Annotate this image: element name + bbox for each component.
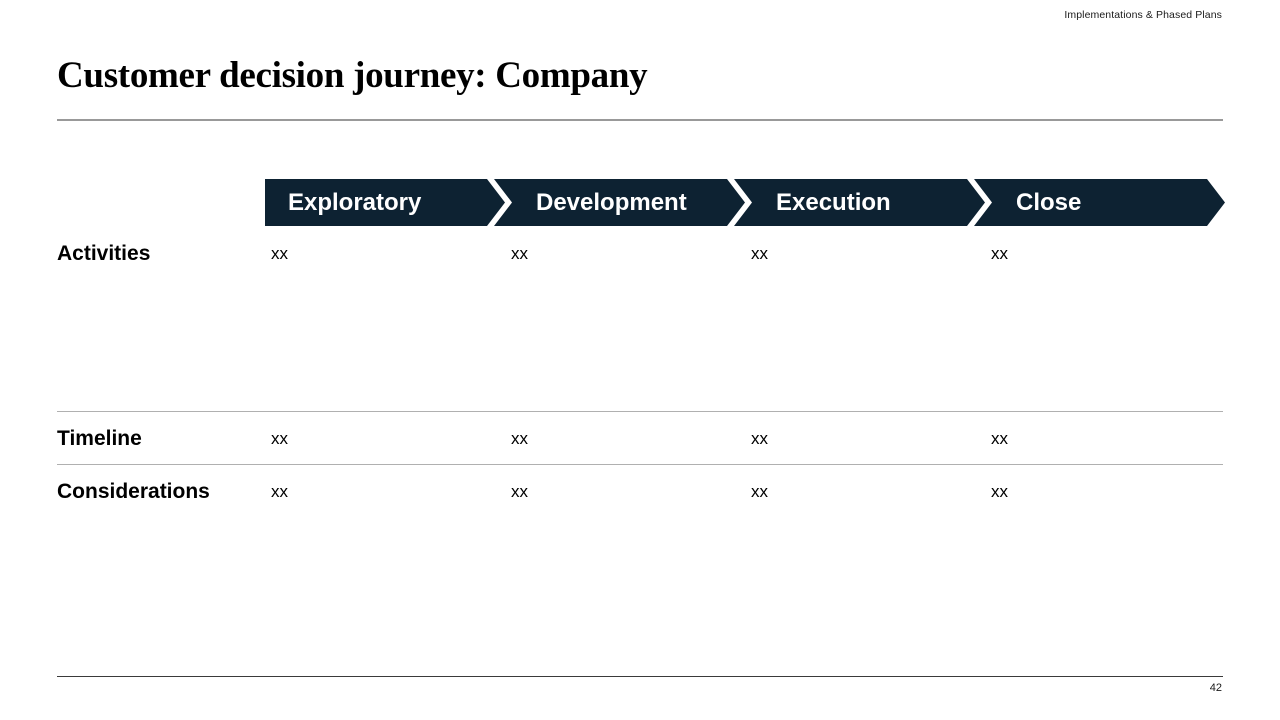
page-number: 42: [1209, 682, 1222, 694]
phase-chevron-close: Close: [974, 179, 1225, 226]
considerations-cell-development: xx: [511, 482, 528, 501]
considerations-cell-close: xx: [991, 482, 1008, 501]
considerations-cell-execution: xx: [751, 482, 768, 501]
activities-cell-exploratory: xx: [271, 244, 288, 263]
row-label-timeline: Timeline: [57, 427, 142, 450]
timeline-cell-exploratory: xx: [271, 429, 288, 448]
phase-chevron-row: Exploratory Development Execution Close: [265, 179, 1225, 226]
timeline-cell-close: xx: [991, 429, 1008, 448]
title-divider: [57, 119, 1223, 121]
journey-table: Activities xx xx xx xx Timeline xx xx xx…: [57, 240, 1223, 504]
phase-chevron-development: Development: [494, 179, 745, 226]
footer-divider: [57, 676, 1223, 677]
row-label-activities: Activities: [57, 242, 151, 265]
timeline-cell-development: xx: [511, 429, 528, 448]
considerations-cell-exploratory: xx: [271, 482, 288, 501]
activities-cell-development: xx: [511, 244, 528, 263]
table-row-considerations: Considerations xx xx xx xx: [57, 464, 1223, 504]
page-title: Customer decision journey: Company: [57, 55, 648, 96]
phase-chevron-exploratory: Exploratory: [265, 179, 505, 226]
row-label-considerations: Considerations: [57, 480, 210, 503]
timeline-cell-execution: xx: [751, 429, 768, 448]
table-row-timeline: Timeline xx xx xx xx: [57, 411, 1223, 464]
activities-cell-close: xx: [991, 244, 1008, 263]
phase-chevron-execution: Execution: [734, 179, 985, 226]
slide-section-eyebrow: Implementations & Phased Plans: [1064, 9, 1222, 21]
activities-cell-execution: xx: [751, 244, 768, 263]
table-row-activities: Activities xx xx xx xx: [57, 240, 1223, 411]
